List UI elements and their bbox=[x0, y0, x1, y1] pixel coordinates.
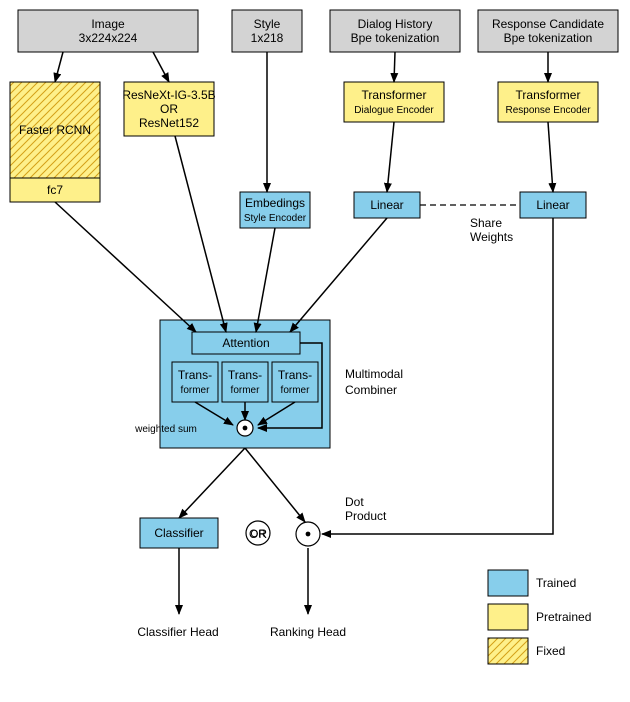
node-transf_d-line0: Transformer bbox=[362, 88, 427, 102]
node-style_in: Style1x218 bbox=[232, 10, 302, 52]
label-multimodal-1: Combiner bbox=[345, 383, 397, 397]
node-transf_d: Transformer Dialogue Encoder bbox=[344, 82, 444, 122]
label-multimodal-0: Multimodal bbox=[345, 367, 403, 381]
circle-0-dot bbox=[243, 426, 248, 431]
node-resnext: ResNeXt-IG-3.5BORResNet152 bbox=[122, 82, 215, 136]
node-transf_r-line0: Transformer bbox=[516, 88, 581, 102]
node-fc7-line0: fc7 bbox=[47, 183, 63, 197]
node-transf_r-line1: Response Encoder bbox=[505, 105, 591, 116]
node-image_in-line1: 3x224x224 bbox=[79, 31, 138, 45]
arrow-4 bbox=[290, 218, 387, 332]
node-dialog_in-line1: Bpe tokenization bbox=[351, 31, 440, 45]
label-legend_t: Trained bbox=[536, 576, 576, 590]
edge-2 bbox=[394, 52, 395, 82]
label-or: OR bbox=[249, 527, 267, 541]
arrow-3 bbox=[256, 228, 275, 332]
node-tf2: Trans-former bbox=[222, 362, 268, 402]
node-dialog_in-line0: Dialog History bbox=[358, 17, 433, 31]
node-dialog_in: Dialog HistoryBpe tokenization bbox=[330, 10, 460, 52]
node-tf3-line0: Trans- bbox=[278, 368, 312, 382]
node-embed-line0: Embedings bbox=[245, 196, 305, 210]
node-resnext-line1: OR bbox=[160, 102, 178, 116]
node-transf_d-line1: Dialogue Encoder bbox=[354, 105, 434, 116]
node-attention-line0: Attention bbox=[222, 336, 269, 350]
arrow-6 bbox=[245, 448, 305, 522]
node-transf_r: Transformer Response Encoder bbox=[498, 82, 598, 122]
node-tf1: Trans-former bbox=[172, 362, 218, 402]
node-resnext-line0: ResNeXt-IG-3.5B bbox=[122, 88, 215, 102]
node-linear_d: Linear bbox=[354, 192, 420, 218]
node-legend_f bbox=[488, 638, 528, 664]
node-linear_r-line0: Linear bbox=[536, 198, 569, 212]
node-classifier-line0: Classifier bbox=[154, 526, 203, 540]
node-tf2-line0: Trans- bbox=[228, 368, 262, 382]
node-resp_in-line1: Bpe tokenization bbox=[504, 31, 593, 45]
label-dot_product-1: Product bbox=[345, 509, 387, 523]
node-embed: Embedings Style Encoder bbox=[240, 192, 310, 228]
node-legend_p bbox=[488, 604, 528, 630]
edge-0 bbox=[55, 52, 63, 82]
node-resnext-line2: ResNet152 bbox=[139, 116, 199, 130]
node-style_in-line0: Style bbox=[254, 17, 281, 31]
label-dot_product-0: Dot bbox=[345, 495, 364, 509]
node-legend_t bbox=[488, 570, 528, 596]
node-style_in-line1: 1x218 bbox=[251, 31, 284, 45]
arrow-1 bbox=[55, 202, 196, 332]
node-embed-line1: Style Encoder bbox=[244, 213, 307, 224]
node-tf1-line1: former bbox=[181, 385, 211, 396]
edge-5 bbox=[548, 122, 553, 192]
node-tf1-line0: Trans- bbox=[178, 368, 212, 382]
node-tf3: Trans-former bbox=[272, 362, 318, 402]
node-attention: Attention bbox=[192, 332, 300, 354]
node-resp_in-line0: Response Candidate bbox=[492, 17, 604, 31]
node-resp_in: Response CandidateBpe tokenization bbox=[478, 10, 618, 52]
node-image_in: Image3x224x224 bbox=[18, 10, 198, 52]
node-tf3-line1: former bbox=[281, 385, 311, 396]
node-image_in-line0: Image bbox=[91, 17, 125, 31]
label-share_weights-1: Weights bbox=[470, 230, 513, 244]
circle-2-dot bbox=[306, 532, 311, 537]
label-classifier_head: Classifier Head bbox=[137, 625, 218, 639]
node-linear_d-line0: Linear bbox=[370, 198, 403, 212]
label-legend_p: Pretrained bbox=[536, 610, 591, 624]
node-linear_r: Linear bbox=[520, 192, 586, 218]
label-legend_f: Fixed bbox=[536, 644, 565, 658]
node-faster-line0: Faster RCNN bbox=[19, 123, 91, 137]
edge-4 bbox=[387, 122, 394, 192]
label-ranking_head: Ranking Head bbox=[270, 625, 346, 639]
node-faster: Faster RCNN bbox=[10, 82, 100, 178]
node-classifier: Classifier bbox=[140, 518, 218, 548]
label-share_weights-0: Share bbox=[470, 216, 502, 230]
node-tf2-line1: former bbox=[231, 385, 261, 396]
arrow-5 bbox=[179, 448, 245, 518]
label-weighted_sum: weighted sum bbox=[134, 424, 197, 435]
arrow-2 bbox=[175, 136, 226, 332]
node-fc7: fc7 bbox=[10, 178, 100, 202]
edge-1 bbox=[153, 52, 169, 82]
